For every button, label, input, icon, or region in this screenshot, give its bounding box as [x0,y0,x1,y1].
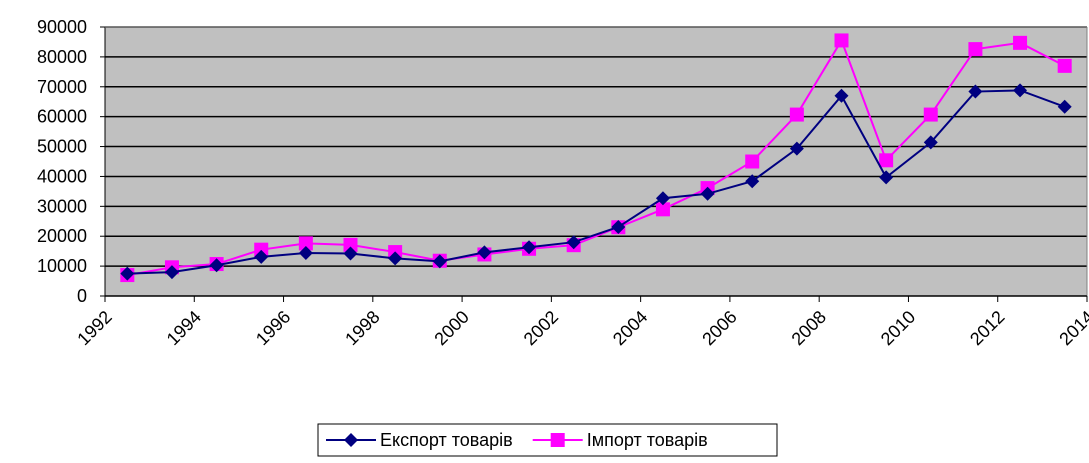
x-tick-label: 2000 [430,307,472,349]
point [923,135,938,150]
point [745,174,760,189]
y-tick-label: 60000 [37,107,87,127]
point [522,240,537,255]
y-tick-label: 30000 [37,196,87,216]
point [1057,58,1072,73]
x-tick-label: 1994 [163,307,205,349]
x-tick-label: 2004 [609,307,651,349]
x-tick-label: 1992 [73,307,115,349]
point [343,237,358,252]
point [745,154,760,169]
x-tick-label: 1996 [252,307,294,349]
point [655,191,670,206]
y-tick-label: 90000 [37,17,87,37]
point [432,254,447,269]
legend: Експорт товарів Імпорт товарів [317,423,778,457]
y-tick-label: 20000 [37,226,87,246]
point [879,170,894,185]
x-tick-label: 2008 [788,307,830,349]
x-tick-label: 2002 [520,307,562,349]
x-tick-label: 2012 [966,307,1008,349]
point [298,245,313,260]
point [1013,83,1028,98]
y-tick-label: 70000 [37,77,87,97]
y-tick-label: 80000 [37,47,87,67]
point [164,265,179,280]
legend-label: Імпорт товарів [587,430,708,450]
point [388,251,403,266]
y-tick-label: 50000 [37,137,87,157]
x-tick-label: 2014 [1055,307,1089,349]
point [298,236,313,251]
legend-label: Експорт товарів [380,430,513,450]
legend-marker [550,433,565,447]
point [1013,35,1028,50]
point [120,266,135,281]
series [120,83,1072,281]
x-tick-label: 1998 [341,307,383,349]
point [968,84,983,99]
point [834,33,849,48]
point [1057,99,1072,114]
legend-marker [344,433,358,447]
point [254,249,269,264]
x-tick-label: 2006 [698,307,740,349]
point [789,107,804,122]
y-tick-label: 0 [77,286,87,306]
point [834,88,849,103]
point [789,141,804,156]
point [655,202,670,217]
plot-area [105,27,1087,296]
x-tick-label: 2010 [877,307,919,349]
point [254,242,269,257]
point [700,186,715,201]
y-tick-label: 40000 [37,166,87,186]
series-line [127,38,1066,277]
y-tick-label: 10000 [37,256,87,276]
point [566,235,581,250]
point [879,153,894,168]
series-line [127,89,1066,275]
point [209,258,224,273]
point [923,107,938,122]
point [968,42,983,57]
point [477,245,492,260]
point [343,246,358,261]
point [611,219,626,234]
